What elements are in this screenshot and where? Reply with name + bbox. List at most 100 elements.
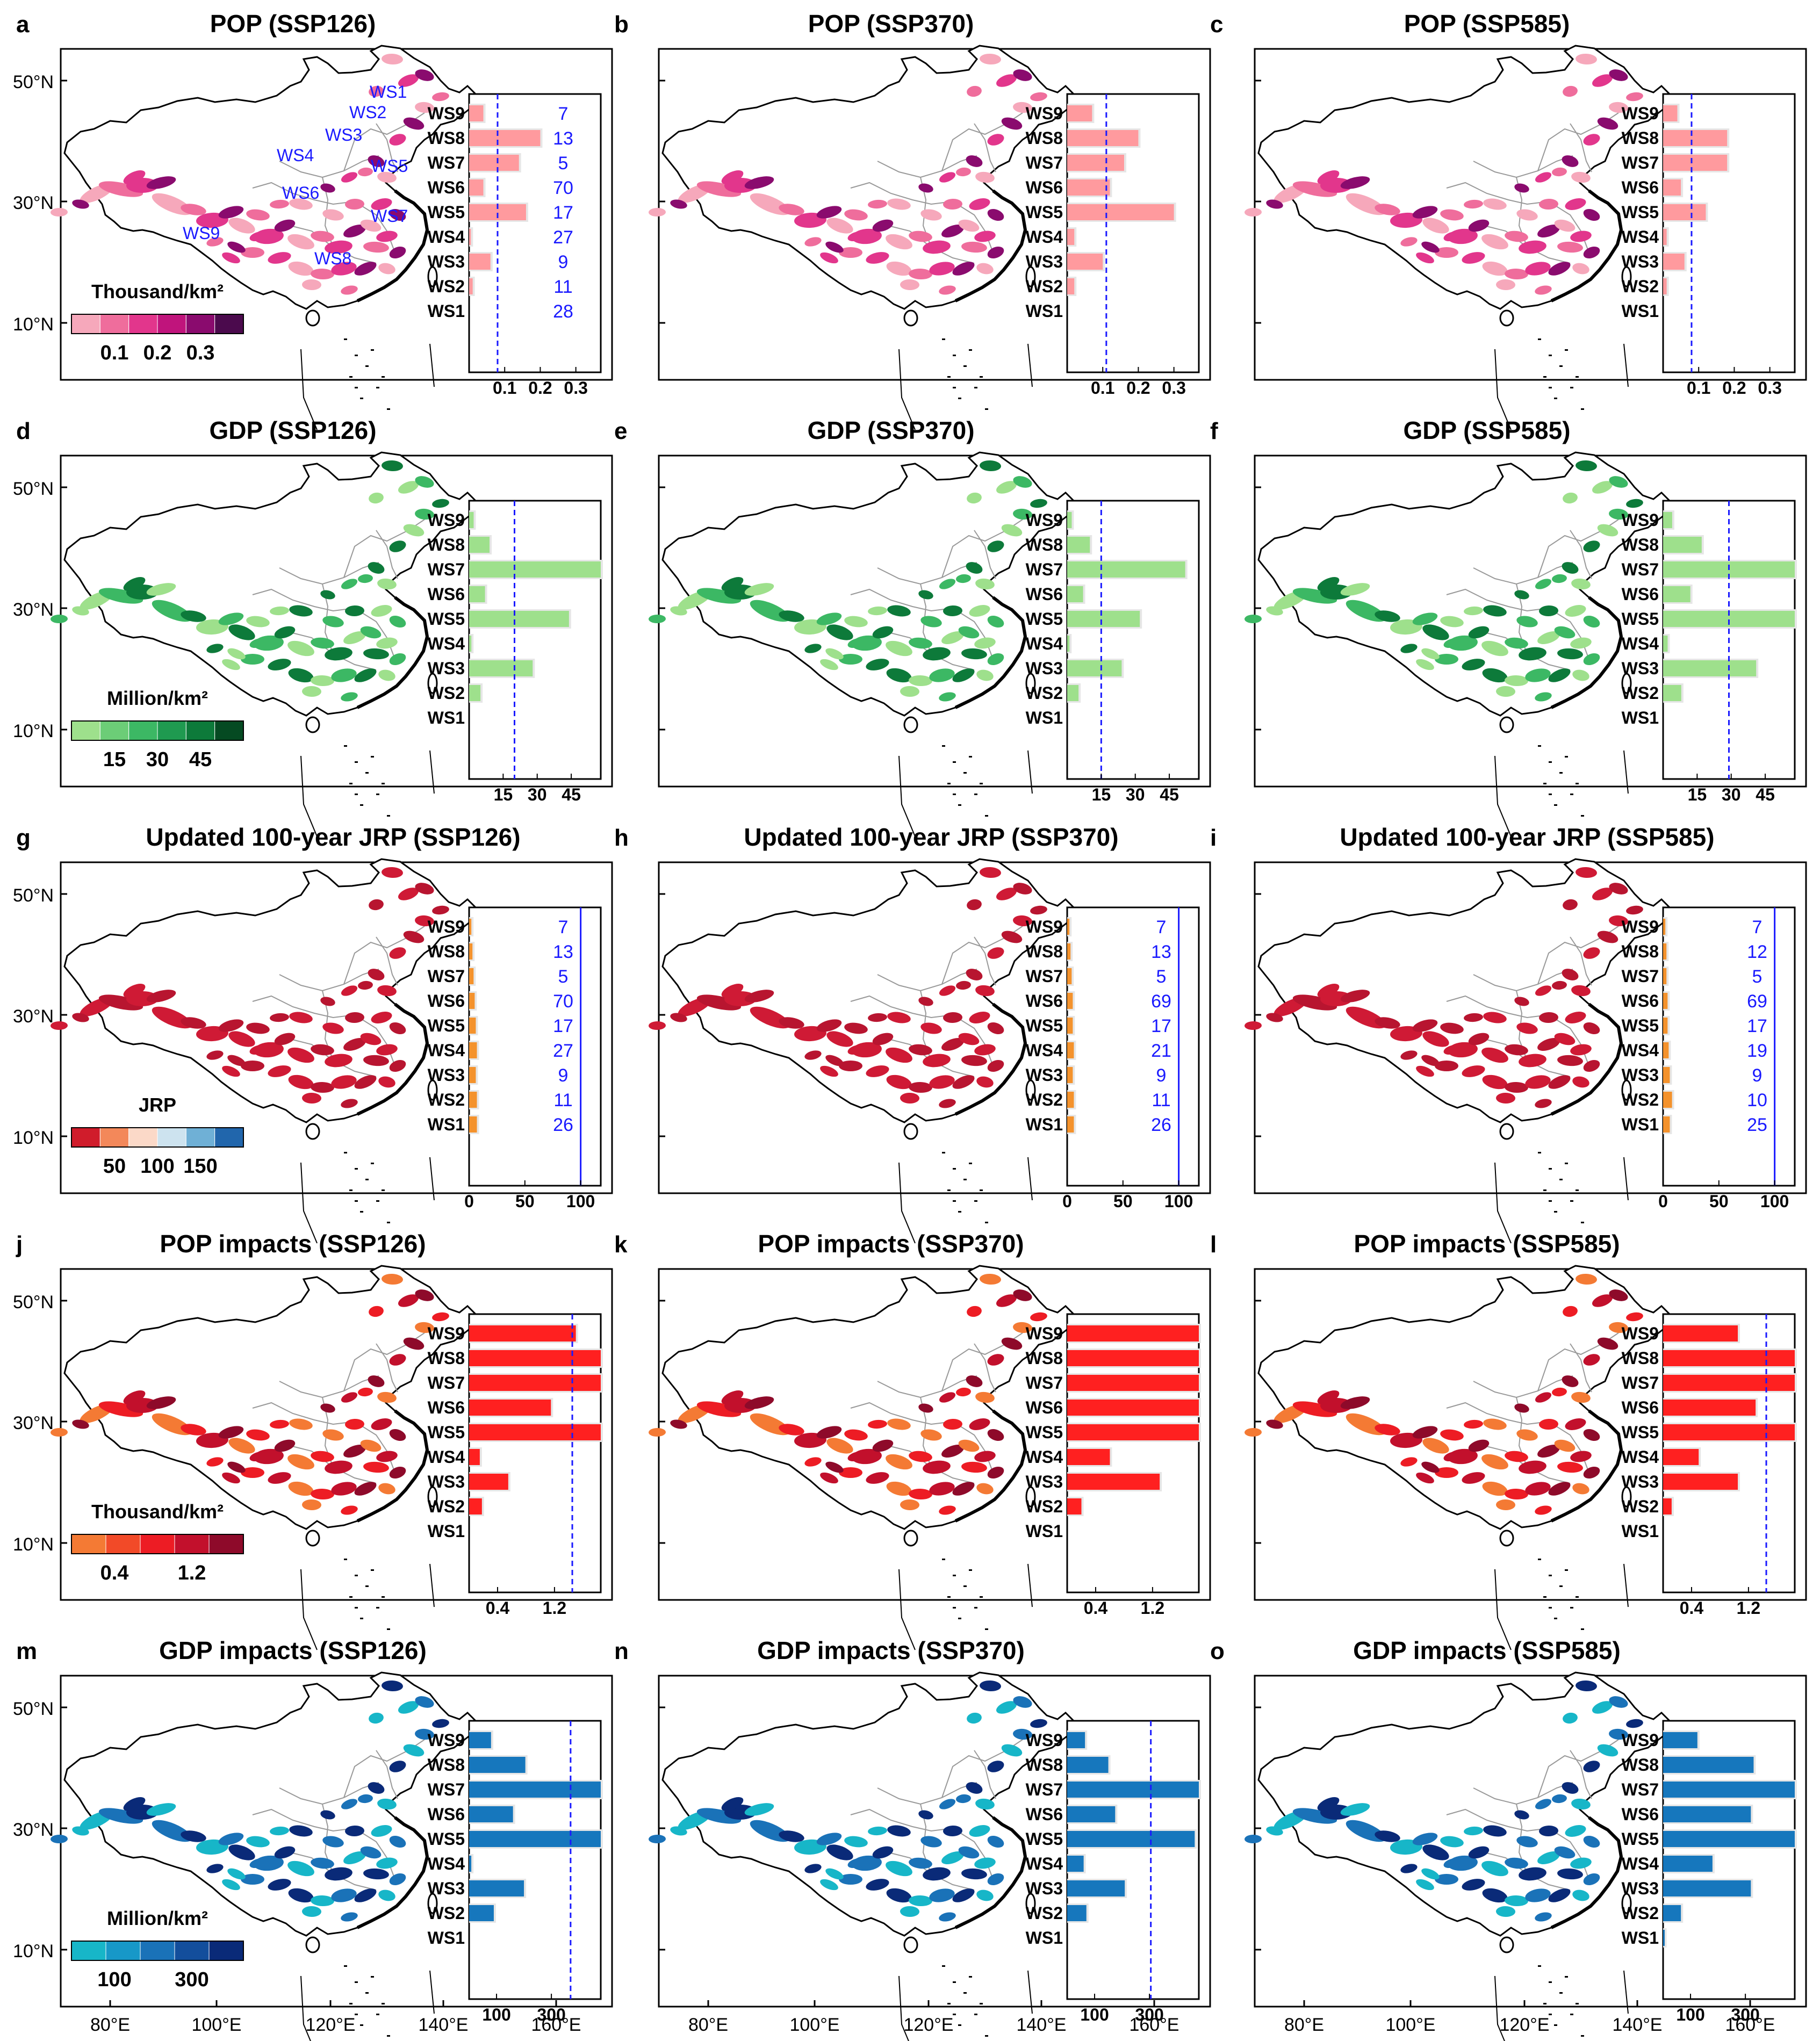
bar (1067, 611, 1140, 627)
watershed-patch (987, 208, 1004, 221)
watershed-patch (1516, 1022, 1538, 1034)
longitude-label: 120°E (1499, 2015, 1549, 2035)
watershed-patch (826, 1031, 853, 1047)
watershed-patch (987, 540, 1004, 552)
south-china-sea-island (387, 408, 390, 410)
watershed-patch (1421, 1055, 1440, 1066)
ws-axis-label: WS2 (1026, 1090, 1063, 1109)
south-china-sea-island (1576, 376, 1579, 378)
watershed-patch (1576, 1273, 1597, 1285)
watershed-patch (900, 1092, 919, 1104)
south-china-sea-island (1538, 1152, 1541, 1153)
watershed-patch (377, 1798, 397, 1810)
river-basin-boundary (850, 588, 953, 612)
watershed-patch (288, 1888, 314, 1903)
bar-annotation: 27 (553, 1041, 573, 1061)
bar (1663, 1782, 1795, 1798)
bar (1663, 636, 1668, 652)
ws-axis-label: WS1 (1026, 1115, 1063, 1134)
bar (1067, 1474, 1160, 1490)
watershed-patch (1244, 207, 1262, 217)
watershed-patch (649, 1427, 666, 1437)
bar-annotation: 5 (1752, 967, 1763, 987)
bar-x-tick-label: 50 (1113, 1192, 1133, 1211)
bar (1067, 636, 1070, 652)
watershed-patch (1266, 1013, 1283, 1022)
watershed-patch (331, 262, 357, 276)
hainan-island (903, 1530, 918, 1547)
watershed-patch (218, 612, 244, 625)
watershed-patch (363, 1055, 389, 1066)
south-china-sea-island (1549, 761, 1552, 763)
panel-letter: n (614, 1638, 629, 1664)
ws-axis-label: WS7 (428, 967, 465, 986)
ws-axis-label: WS8 (1026, 1348, 1063, 1368)
watershed-patch (1505, 1488, 1528, 1500)
panel-title: POP impacts (SSP585) (1354, 1230, 1620, 1258)
watershed-patch (146, 1803, 176, 1816)
watershed-patch (289, 198, 313, 210)
watershed-patch (241, 1061, 264, 1071)
south-china-sea-island (355, 761, 358, 763)
panel-letter: e (614, 418, 627, 444)
watershed-patch (389, 134, 406, 146)
watershed-patch (1422, 1438, 1449, 1454)
ws-axis-label: WS8 (1026, 128, 1063, 148)
watershed-patch (987, 1022, 1004, 1035)
watershed-patch (649, 207, 666, 217)
watershed-patch (941, 1037, 964, 1051)
watershed-patch (274, 219, 296, 232)
watershed-patch (1317, 1797, 1340, 1811)
watershed-patch (1537, 224, 1560, 238)
ws-axis-label: WS7 (1026, 153, 1063, 172)
legend-swatch (157, 314, 186, 334)
watershed-patch (218, 1019, 244, 1032)
watershed-patch (1505, 1451, 1528, 1462)
bar (469, 105, 484, 121)
watershed-patch (218, 1833, 244, 1845)
watershed-patch (358, 1794, 373, 1804)
river-basin-boundary (1570, 123, 1592, 172)
watershed-patch (649, 1834, 666, 1844)
bar-annotation: 17 (1747, 1016, 1767, 1036)
south-china-sea-island (355, 1168, 358, 1170)
map-ws-label: WS7 (371, 206, 408, 226)
south-china-sea-island (963, 1179, 967, 1180)
bar (1067, 254, 1103, 270)
watershed-patch (268, 659, 291, 670)
bar-shadow (1663, 1928, 1667, 1948)
south-china-sea-island (1559, 1585, 1563, 1587)
bar (469, 1880, 524, 1896)
nine-dash-line (1623, 750, 1629, 794)
panel-letter: d (16, 418, 31, 444)
watershed-patch (1266, 1826, 1283, 1836)
legend-swatch (214, 720, 244, 741)
watershed-patch (378, 669, 395, 681)
ws-axis-label: WS8 (428, 1348, 465, 1368)
watershed-patch (287, 234, 314, 250)
watershed-patch (887, 198, 911, 210)
watershed-patch (820, 1065, 838, 1077)
watershed-patch (1548, 1888, 1571, 1902)
bar (469, 1732, 491, 1748)
watershed-patch (378, 1889, 395, 1901)
watershed-patch (354, 1482, 377, 1496)
ws-axis-label: WS3 (1026, 1472, 1063, 1491)
latitude-label: 30°N (13, 600, 54, 620)
ws-axis-label: WS3 (1026, 659, 1063, 678)
latitude-label: 10°N (13, 1941, 54, 1961)
watershed-patch (368, 1782, 385, 1794)
ws-axis-label: WS9 (1622, 104, 1659, 123)
watershed-patch (1583, 615, 1600, 628)
watershed-patch (98, 1401, 143, 1417)
watershed-patch (956, 980, 971, 990)
watershed-patch (987, 1466, 1004, 1479)
bar (469, 586, 485, 602)
ws-axis-label: WS2 (1622, 277, 1659, 296)
bar-annotation: 17 (553, 1016, 573, 1036)
bar (1067, 1831, 1195, 1847)
ws-axis-label: WS4 (1026, 1041, 1063, 1060)
bar (469, 512, 474, 528)
river-basin-boundary (974, 123, 996, 172)
watershed-patch (325, 647, 353, 661)
